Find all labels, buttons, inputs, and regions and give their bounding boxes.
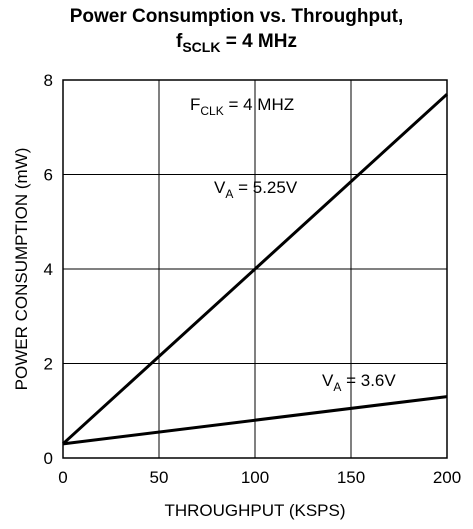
annotation-va-5-25-rest: = 5.25V	[233, 178, 297, 197]
annotation-va-3-6-sub: A	[333, 380, 341, 394]
annotation-va-5-25-main: V	[214, 178, 226, 197]
x-tick-label: 200	[433, 468, 461, 487]
annotation-fclk-rest: = 4 MHZ	[224, 95, 294, 114]
annotation-fclk-main: F	[190, 95, 200, 114]
annotation-fclk-sub: CLK	[200, 104, 223, 118]
annotation-va-5-25: VA = 5.25V	[214, 178, 298, 201]
y-axis-label: POWER CONSUMPTION (mW)	[12, 148, 31, 391]
annotation-va-5-25-sub: A	[225, 187, 233, 201]
chart-title-subscript: SCLK	[182, 39, 221, 55]
chart-title-line2: fSCLK = 4 MHz	[0, 31, 473, 55]
annotation-va-3-6-main: V	[322, 371, 334, 390]
x-tick-label: 150	[337, 468, 365, 487]
y-tick-label: 0	[44, 449, 53, 468]
chart-title-f: f	[175, 31, 183, 52]
y-tick-label: 8	[44, 71, 53, 90]
chart-title-line1: Power Consumption vs. Throughput,	[69, 6, 404, 27]
series-line-2	[62, 395, 448, 446]
series-lines	[61, 93, 449, 446]
series-line-1	[61, 93, 449, 445]
plot-frame	[62, 79, 448, 459]
annotation-fclk: FCLK = 4 MHZ	[190, 95, 294, 118]
chart-title-rest: = 4 MHz	[220, 31, 297, 52]
x-tick-label: 50	[150, 468, 169, 487]
y-tick-label: 6	[44, 166, 53, 185]
x-axis-label: THROUGHPUT (KSPS)	[164, 501, 345, 520]
annotation-va-3-6-rest: = 3.6V	[341, 371, 396, 390]
x-tick-label: 0	[58, 468, 67, 487]
x-tick-label: 100	[241, 468, 269, 487]
y-tick-label: 2	[44, 355, 53, 374]
tick-labels: 0 50 100 150 200 0 2 4 6 8	[44, 71, 462, 487]
y-tick-label: 4	[44, 260, 53, 279]
annotation-va-3-6: VA = 3.6V	[322, 371, 396, 394]
